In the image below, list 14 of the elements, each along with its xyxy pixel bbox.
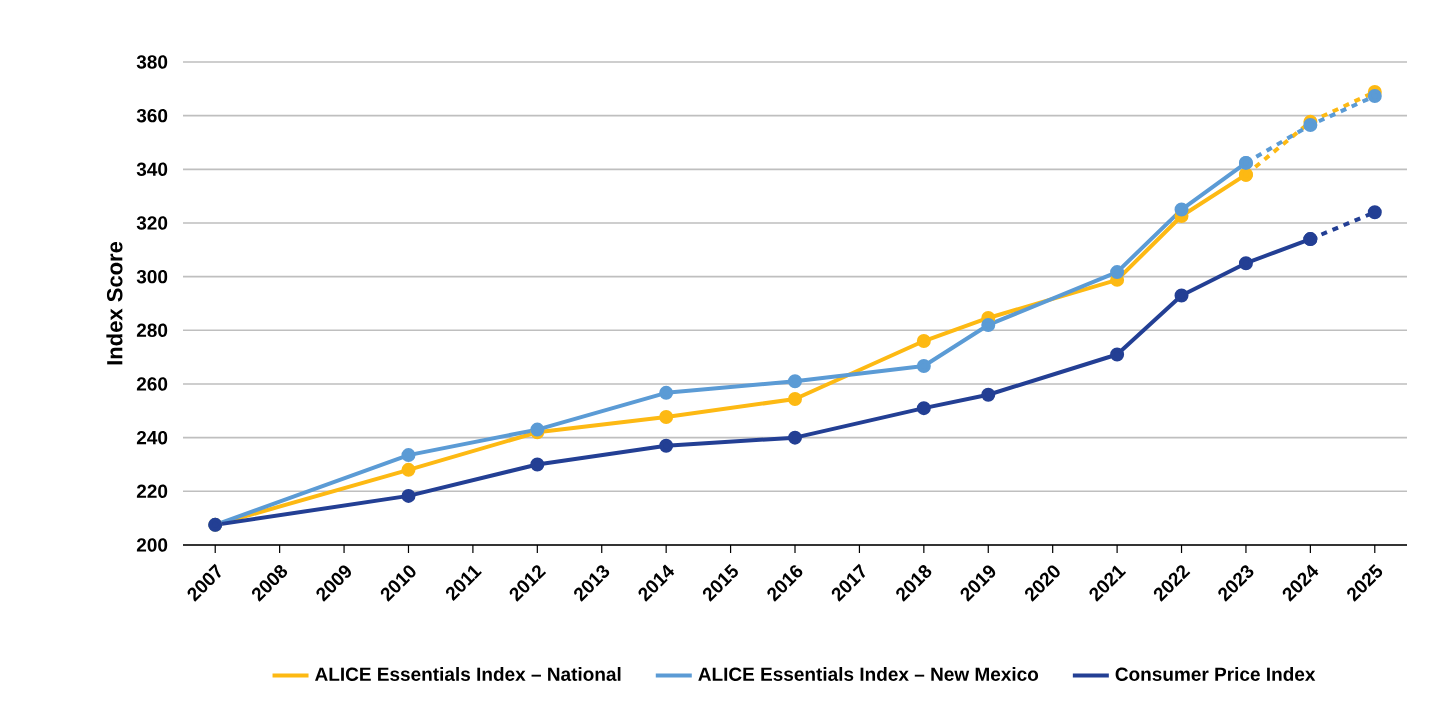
y-tick-label: 280 — [136, 323, 168, 338]
y-tick-label: 220 — [136, 484, 168, 499]
y-tick-label: 300 — [136, 269, 168, 284]
y-tick-label: 240 — [136, 430, 168, 445]
legend-label: ALICE Essentials Index – National — [315, 667, 621, 681]
y-tick-label: 340 — [136, 162, 168, 177]
y-tick-label: 360 — [136, 108, 168, 123]
y-tick-label: 260 — [136, 377, 168, 391]
y-axis-title: Index Score — [106, 241, 123, 365]
legend-label: ALICE Essentials Index – New Mexico — [698, 667, 1039, 681]
legend-label: Consumer Price Index — [1115, 667, 1316, 681]
y-tick-label: 320 — [136, 216, 168, 230]
y-tick-label: 200 — [136, 538, 168, 552]
y-tick-label: 380 — [136, 55, 168, 69]
